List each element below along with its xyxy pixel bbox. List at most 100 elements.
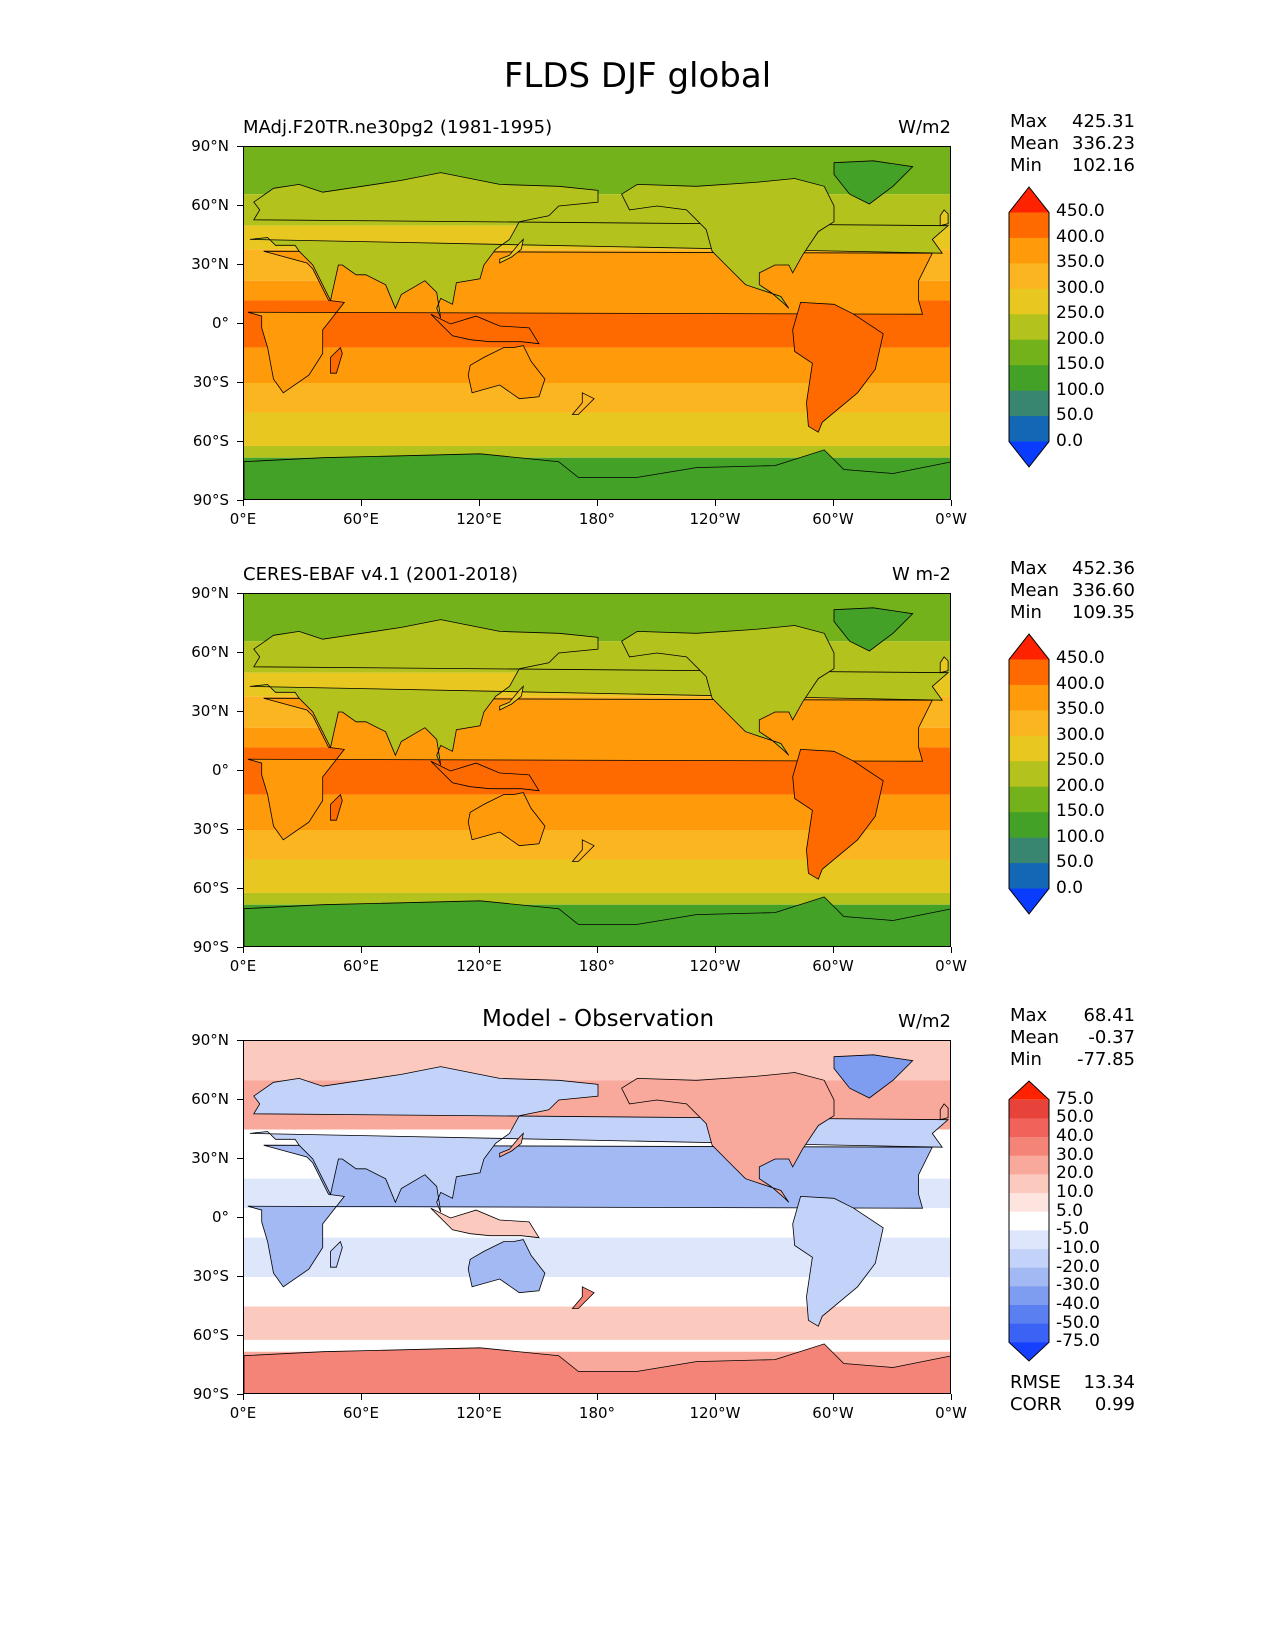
lat-tick-mark bbox=[237, 1217, 243, 1218]
lon-tick-mark bbox=[715, 947, 716, 953]
colorbar-segment bbox=[1009, 1323, 1049, 1343]
lat-tick-mark bbox=[237, 711, 243, 712]
stat-value: -77.85 bbox=[1076, 1049, 1135, 1070]
lon-tick-mark bbox=[479, 1394, 480, 1400]
lat-tick-mark bbox=[237, 205, 243, 206]
lat-tick-mark bbox=[237, 593, 243, 594]
lat-tick-label: 30°N bbox=[191, 702, 229, 720]
lon-tick-label: 60°E bbox=[342, 1404, 380, 1422]
lat-tick-label: 30°S bbox=[192, 1267, 229, 1285]
lon-tick-mark bbox=[597, 1394, 598, 1400]
lat-tick-label: 0° bbox=[211, 761, 229, 779]
colorbar-tick-label: 400.0 bbox=[1056, 673, 1105, 694]
colorbar-segment bbox=[1009, 288, 1049, 315]
colorbar-tick-label: 250.0 bbox=[1056, 303, 1105, 324]
stat-value: 452.36 bbox=[1072, 558, 1135, 579]
colorbar-tick-label: 350.0 bbox=[1056, 252, 1105, 273]
colorbar-extend-bottom bbox=[1009, 1342, 1049, 1361]
zonal-band bbox=[244, 1339, 950, 1352]
madagascar-landmass bbox=[330, 346, 343, 374]
lon-tick-mark bbox=[833, 500, 834, 506]
namerica-landmass bbox=[621, 1072, 835, 1203]
colorbar-segment bbox=[1009, 416, 1049, 443]
stat-label: Mean bbox=[1010, 580, 1060, 601]
lon-tick-mark bbox=[597, 500, 598, 506]
colorbar-segment bbox=[1009, 1211, 1049, 1231]
colorbar-tick-label: 400.0 bbox=[1056, 226, 1105, 247]
stat-value: 102.16 bbox=[1072, 155, 1135, 176]
colorbar-tick-label: 75.0 bbox=[1056, 1088, 1094, 1109]
colorbar bbox=[1008, 1080, 1050, 1366]
colorbar-tick-label: 0.0 bbox=[1056, 430, 1084, 451]
colorbar-tick-label: 40.0 bbox=[1056, 1126, 1094, 1146]
lon-tick-mark bbox=[715, 500, 716, 506]
lat-tick-label: 30°S bbox=[192, 373, 229, 391]
lat-tick-mark bbox=[237, 1276, 243, 1277]
colorbar-tick-label: 200.0 bbox=[1056, 328, 1105, 349]
colorbar-tick-label: 150.0 bbox=[1056, 354, 1105, 375]
lon-tick-mark bbox=[833, 947, 834, 953]
lat-tick-label: 90°S bbox=[192, 491, 229, 509]
madagascar-landmass bbox=[330, 793, 343, 821]
uk-landmass bbox=[939, 209, 949, 227]
lon-tick-mark bbox=[243, 1394, 244, 1400]
colorbar-tick-label: -40.0 bbox=[1056, 1294, 1100, 1314]
antarctica-landmass bbox=[244, 449, 950, 499]
units-label: W/m2 bbox=[898, 1011, 951, 1032]
colorbar-segment bbox=[1009, 1193, 1049, 1213]
lon-tick-label: 0°W bbox=[935, 510, 967, 528]
zonal-band bbox=[244, 1306, 950, 1340]
lat-tick-mark bbox=[237, 323, 243, 324]
colorbar-segment bbox=[1009, 1099, 1049, 1119]
colorbar-segment bbox=[1009, 390, 1049, 417]
stat-row: RMSE 13.34 bbox=[1010, 1372, 1135, 1394]
lon-tick-label: 60°E bbox=[342, 510, 380, 528]
lon-tick-label: 120°E bbox=[456, 1404, 502, 1422]
colorbar-extend-top bbox=[1009, 187, 1049, 213]
stat-row: Min 109.35 bbox=[1010, 602, 1135, 624]
colorbar-segment bbox=[1009, 1305, 1049, 1325]
stats-block: Max 452.36 Mean 336.60 Min 109.35 bbox=[1010, 558, 1135, 624]
lat-tick-mark bbox=[237, 829, 243, 830]
lon-tick-mark bbox=[361, 500, 362, 506]
colorbar bbox=[1008, 186, 1050, 472]
lat-tick-label: 60°N bbox=[191, 643, 229, 661]
colorbar-segment bbox=[1009, 710, 1049, 737]
lat-tick-label: 0° bbox=[211, 314, 229, 332]
colorbar-tick-label: 30.0 bbox=[1056, 1144, 1094, 1165]
colorbar-tick-label: 0.0 bbox=[1056, 877, 1084, 898]
colorbar-tick-label: -75.0 bbox=[1056, 1331, 1100, 1352]
field-map bbox=[243, 593, 951, 947]
lat-tick-mark bbox=[237, 1394, 243, 1395]
lon-tick-label: 0°E bbox=[229, 957, 257, 975]
stat-value: 425.31 bbox=[1072, 111, 1135, 132]
lon-tick-mark bbox=[951, 1394, 952, 1400]
colorbar-segment bbox=[1009, 786, 1049, 813]
colorbar-segment bbox=[1009, 1155, 1049, 1175]
nz-landmass bbox=[571, 1286, 595, 1309]
colorbar-tick-label: 5.0 bbox=[1056, 1200, 1084, 1221]
lat-tick-mark bbox=[237, 1040, 243, 1041]
lon-tick-mark bbox=[243, 500, 244, 506]
lat-tick-mark bbox=[237, 1335, 243, 1336]
colorbar-extend-top bbox=[1009, 634, 1049, 660]
lon-tick-label: 60°E bbox=[342, 957, 380, 975]
lat-tick-mark bbox=[237, 500, 243, 501]
antarctica-landmass bbox=[244, 896, 950, 946]
stat-row: Max 425.31 bbox=[1010, 111, 1135, 133]
lon-tick-label: 60°W bbox=[812, 1404, 854, 1422]
lat-tick-mark bbox=[237, 264, 243, 265]
lon-tick-label: 60°W bbox=[812, 957, 854, 975]
colorbar-segment bbox=[1009, 735, 1049, 762]
greenland-landmass bbox=[833, 160, 914, 205]
antarctica-landmass bbox=[244, 1343, 950, 1393]
stat-label: Mean bbox=[1010, 133, 1060, 154]
stat-row: Max 452.36 bbox=[1010, 558, 1135, 580]
stat-label: Min bbox=[1010, 602, 1042, 623]
colorbar-graphic bbox=[1008, 633, 1050, 915]
colorbar-tick-label: 350.0 bbox=[1056, 699, 1105, 720]
colorbar-tick-label: 50.0 bbox=[1056, 1107, 1094, 1128]
panel-title: CERES-EBAF v4.1 (2001-2018) bbox=[243, 564, 519, 585]
eurasia-landmass bbox=[249, 619, 950, 766]
stat-value: 336.23 bbox=[1072, 133, 1135, 154]
